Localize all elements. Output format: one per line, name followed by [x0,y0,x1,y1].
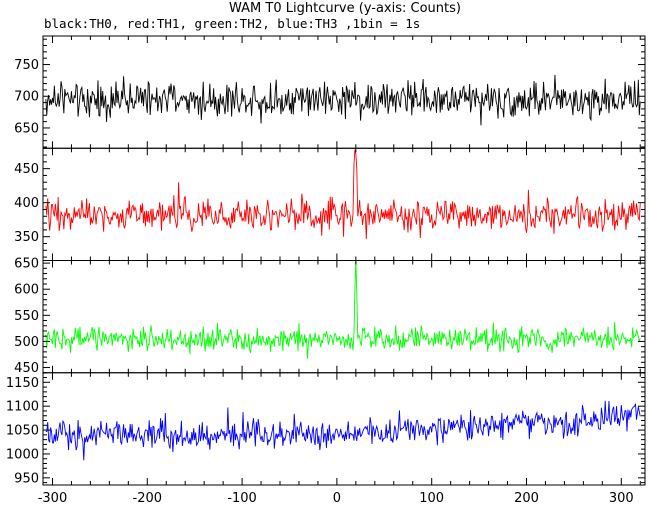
panel-th0: 650 700 750 [14,35,646,149]
y-tick-label: 500 [14,335,39,350]
x-tick-label: -200 [133,491,163,505]
chart-subtitle: black:TH0, red:TH1, green:TH2, blue:TH3 … [44,16,420,31]
series-th2 [45,260,641,359]
panel-frame [42,260,646,374]
panel-frame [42,372,646,486]
series-th0 [45,74,641,126]
y-tick-label: 650 [14,121,39,136]
y-tick-label: 750 [14,58,39,73]
y-tick-label: 550 [14,309,39,324]
y-tick-label: 1000 [6,447,39,462]
panel-frame [42,147,646,261]
panel-th2: 450 500 550 600 650 [14,257,646,376]
panels-group: 650 700 750 350 400 450 450 500 550 600 650 950 1000… [6,35,646,486]
y-tick-label: 350 [14,230,39,245]
x-tick-label: 0 [333,491,341,505]
y-tick-label: 1150 [6,376,39,391]
y-tick-label: 650 [14,257,39,272]
y-tick-label: 400 [14,196,39,211]
y-tick-label: 1100 [6,400,39,415]
x-tick-label: 300 [609,491,634,505]
panel-th3: 950 1000 1050 1100 1150 [6,372,646,486]
x-tick-label: -100 [227,491,257,505]
x-tick-label: -300 [38,491,68,505]
x-tick-label: 100 [419,491,444,505]
y-tick-label: 450 [14,361,39,376]
y-tick-label: 700 [14,90,39,105]
x-tick-label: 200 [514,491,539,505]
x-axis: -300 -200 -100 0 100 200 300 [38,491,634,505]
y-tick-label: 600 [14,283,39,298]
series-th3 [45,400,641,461]
chart-title: WAM T0 Lightcurve (y-axis: Counts) [229,1,461,16]
y-tick-label: 450 [14,162,39,177]
y-tick-label: 950 [14,471,39,486]
y-tick-label: 1050 [6,424,39,439]
series-th1 [45,149,641,240]
panel-th1: 350 400 450 [14,147,646,261]
